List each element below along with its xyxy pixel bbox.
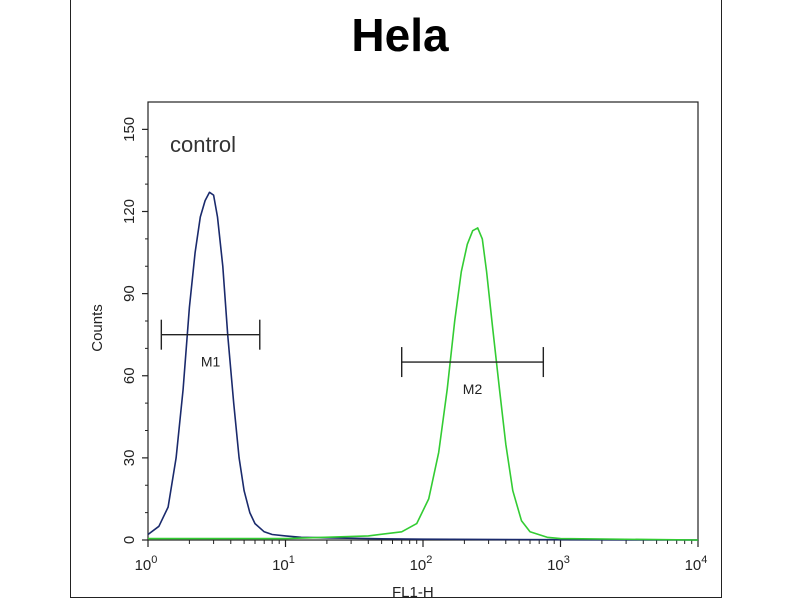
histogram-series-1 (147, 191, 699, 541)
y-axis-label: Counts (89, 304, 106, 352)
y-tick-label: 30 (121, 450, 138, 467)
y-tick-label: 0 (121, 536, 138, 544)
x-axis-label: FL1-H (392, 584, 434, 600)
y-tick-label: 60 (121, 367, 138, 384)
marker-layer: M1 M2 (160, 319, 545, 397)
x-tick-label: 101 (272, 554, 295, 574)
marker-m1-label: M1 (201, 354, 221, 370)
x-tick-label: 100 (135, 554, 158, 574)
chart-title: Hela (351, 9, 449, 61)
x-tick-label: 103 (547, 554, 570, 574)
histogram-series-2 (148, 227, 699, 541)
y-tick-label: 150 (121, 117, 138, 142)
plot-area-border (147, 101, 699, 541)
marker-m2-label: M2 (463, 381, 483, 397)
series-layer (147, 191, 699, 541)
control-annotation: control (170, 132, 236, 157)
chart-frame (70, 0, 722, 598)
x-tick-label: 104 (685, 554, 708, 574)
y-tick-label: 90 (121, 285, 138, 302)
axes: 0 30 60 90 120 150 100 101 102 103 104 (121, 101, 708, 574)
x-tick-label: 102 (410, 554, 433, 574)
y-tick-label: 120 (121, 199, 138, 224)
